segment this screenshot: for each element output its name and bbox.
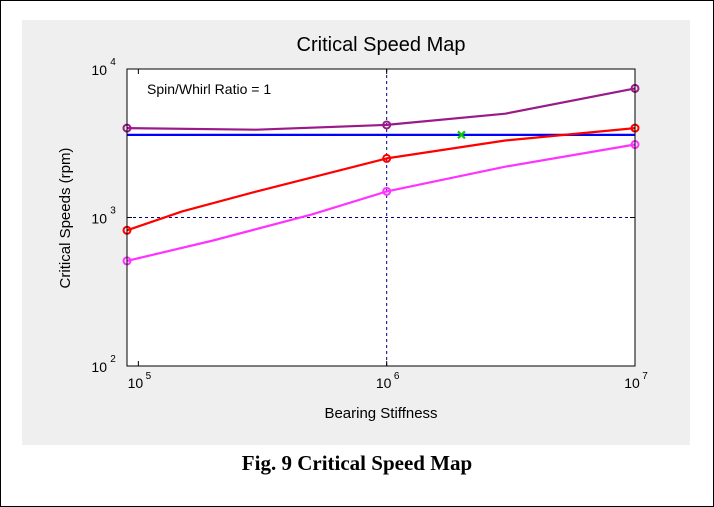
y-tick-exponent: 3 xyxy=(110,206,116,217)
series-line-4 xyxy=(126,143,636,262)
x-tick-label: 10 xyxy=(128,375,144,391)
x-axis-label: Bearing Stiffness xyxy=(324,405,437,422)
x-tick-label: 10 xyxy=(376,375,392,391)
y-axis-label: Critical Speeds (rpm) xyxy=(57,148,74,289)
y-tick-label: 10 xyxy=(91,359,107,375)
series-1-marker xyxy=(382,120,392,130)
x-tick-exponent: 7 xyxy=(642,371,648,382)
x-tick-exponent: 5 xyxy=(146,371,152,382)
series-line-1 xyxy=(126,87,636,131)
intersection-x-marker xyxy=(457,130,466,140)
chart-title: Critical Speed Map xyxy=(297,34,466,56)
series-3-marker xyxy=(382,153,392,163)
series-4-marker xyxy=(382,186,392,196)
y-tick-label: 10 xyxy=(91,62,107,78)
x-tick-exponent: 6 xyxy=(394,371,400,382)
y-tick-label: 10 xyxy=(91,211,107,227)
plot-border xyxy=(126,68,636,367)
series-line-3 xyxy=(126,127,636,232)
ratio-annotation: Spin/Whirl Ratio = 1 xyxy=(147,81,271,97)
y-tick-exponent: 2 xyxy=(110,354,116,365)
y-tick-exponent: 4 xyxy=(110,57,116,68)
figure-caption: Fig. 9 Critical Speed Map xyxy=(241,451,473,475)
x-tick-label: 10 xyxy=(624,375,640,391)
